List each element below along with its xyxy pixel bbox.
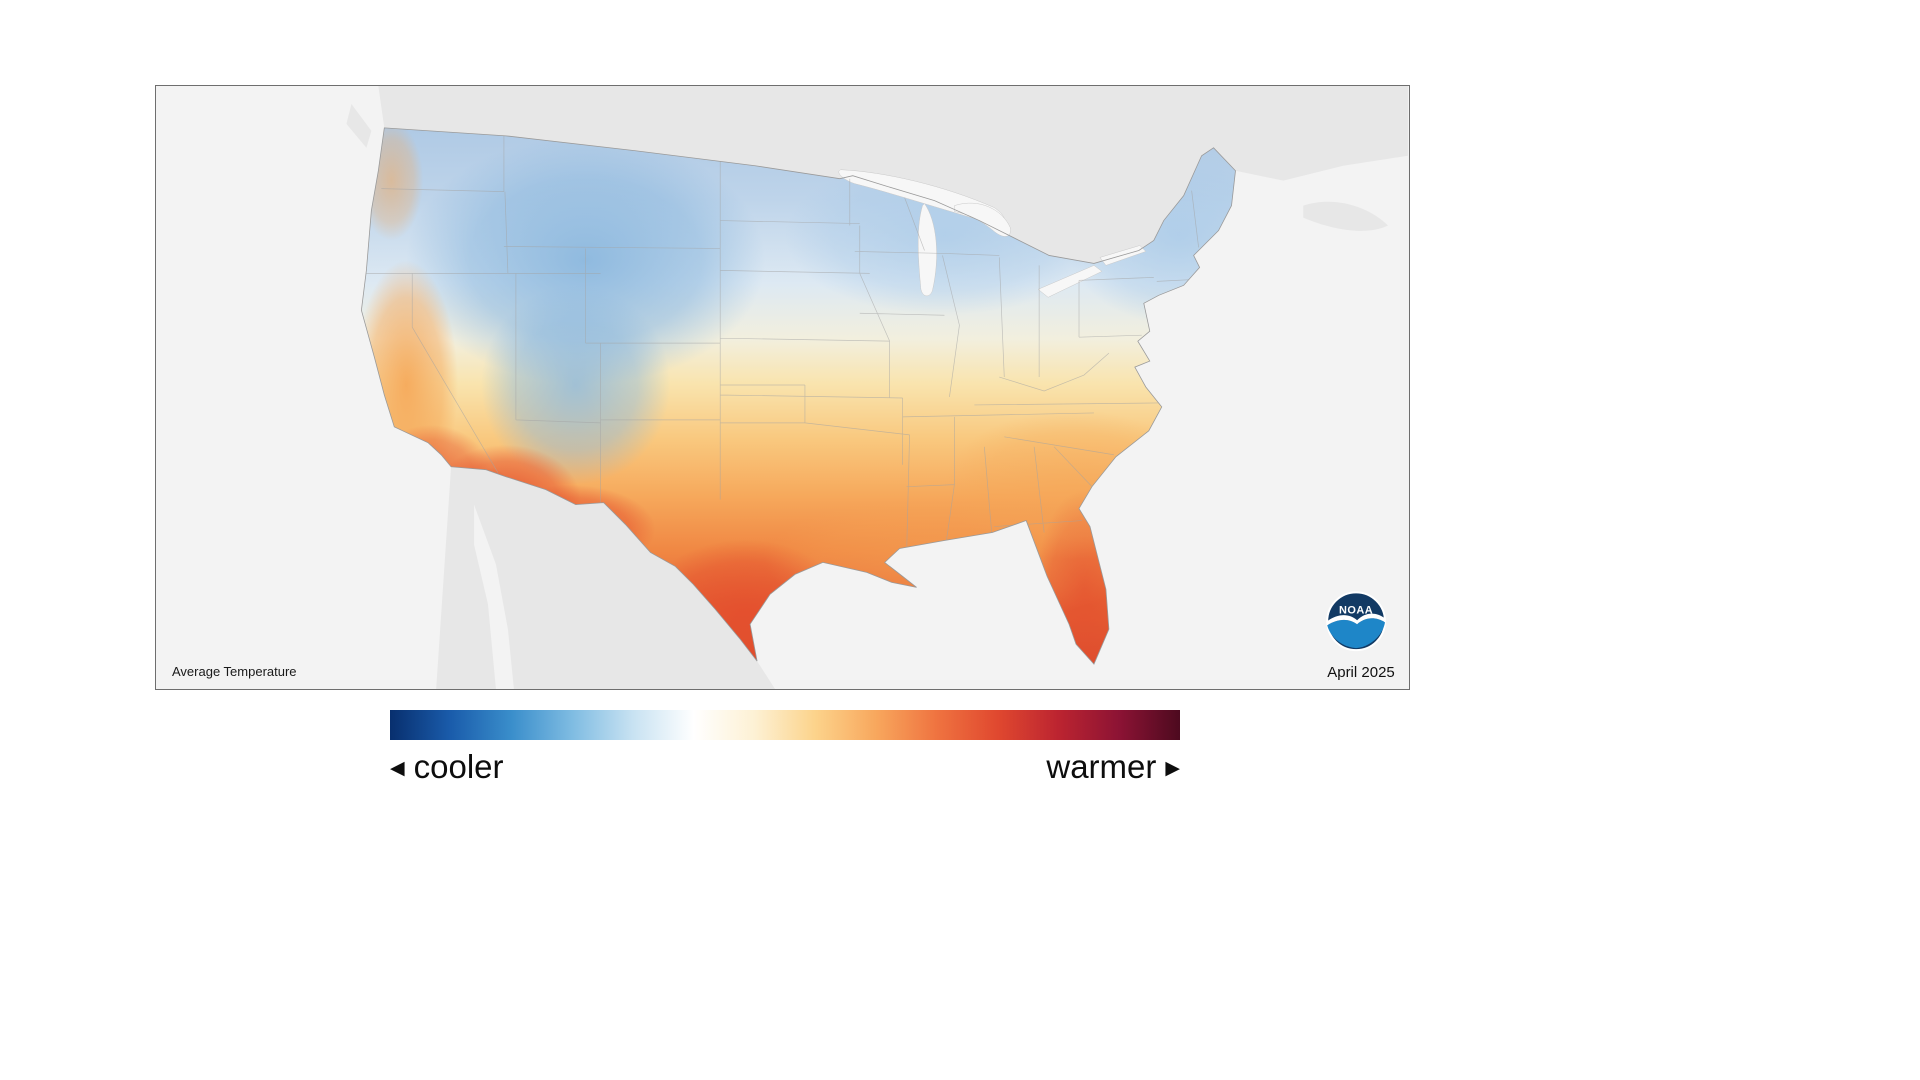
nova-scotia-landmass: [1303, 201, 1388, 231]
state-borders: [366, 133, 1217, 555]
great-lakes: [838, 169, 1147, 298]
legend-warmer-label: warmer ▶: [1046, 748, 1180, 786]
map-date: April 2025: [1327, 664, 1395, 681]
mexico-landmass: [436, 466, 776, 689]
canada-landmass: [378, 86, 1408, 264]
us-outline: [360, 127, 1236, 665]
us-temperature-map: NOAA: [157, 86, 1408, 689]
map-caption: Average Temperature: [172, 664, 297, 679]
noaa-logo-icon: NOAA: [1326, 591, 1386, 652]
vancouver-island: [346, 103, 372, 148]
warmer-text: warmer: [1046, 748, 1157, 785]
legend-gradient-bar: [390, 710, 1180, 740]
noaa-logo-text: NOAA: [1339, 604, 1373, 616]
legend-labels: ◀ cooler warmer ▶: [390, 748, 1180, 786]
left-arrow-icon: ◀: [390, 757, 405, 779]
map-panel: NOAA Average Temperature April 2025: [155, 85, 1410, 690]
legend-cooler-label: ◀ cooler: [390, 748, 504, 786]
cooler-text: cooler: [413, 748, 504, 785]
temperature-legend: ◀ cooler warmer ▶: [390, 710, 1180, 786]
right-arrow-icon: ▶: [1165, 757, 1180, 779]
gulf-of-california: [474, 504, 514, 689]
